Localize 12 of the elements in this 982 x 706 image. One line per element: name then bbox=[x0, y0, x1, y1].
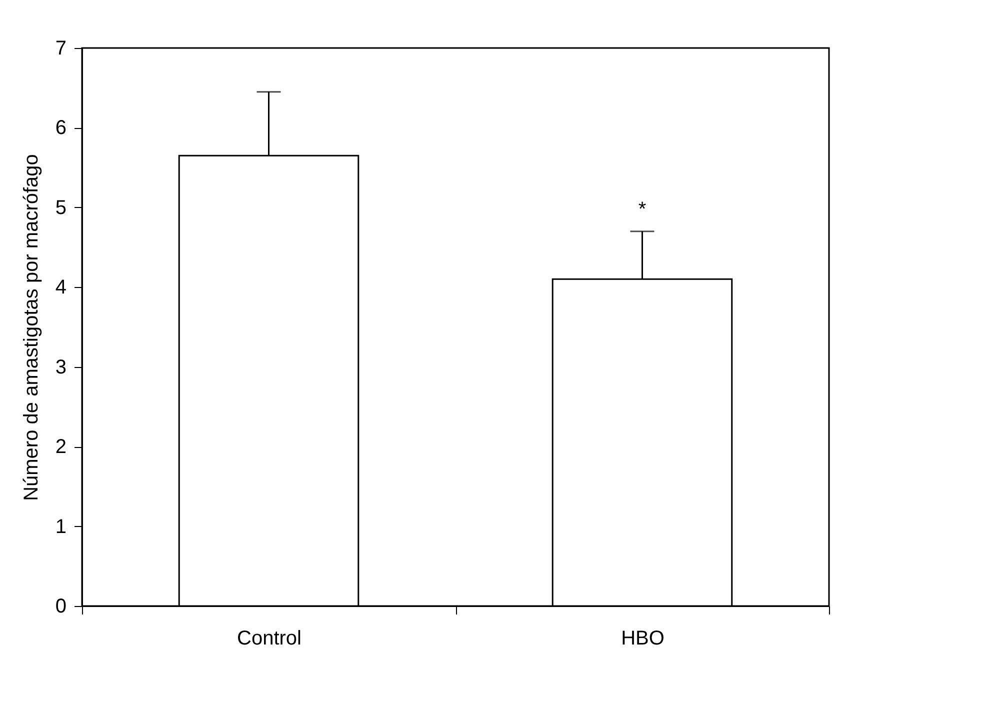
y-axis-title: Número de amastigotas por macrófago bbox=[20, 154, 42, 501]
y-tick-label: 5 bbox=[55, 196, 66, 219]
y-tick-label: 4 bbox=[55, 276, 66, 299]
y-tick-label: 6 bbox=[55, 117, 66, 140]
y-tick-label: 3 bbox=[55, 356, 66, 378]
y-tick-label: 0 bbox=[55, 596, 66, 618]
y-tick-label: 2 bbox=[55, 436, 66, 458]
x-tick-label: HBO bbox=[621, 628, 664, 650]
y-tick-label: 1 bbox=[55, 516, 66, 538]
x-tick-label: Control bbox=[237, 628, 302, 650]
annotation: * bbox=[638, 198, 646, 220]
y-tick-label: 7 bbox=[55, 38, 66, 60]
